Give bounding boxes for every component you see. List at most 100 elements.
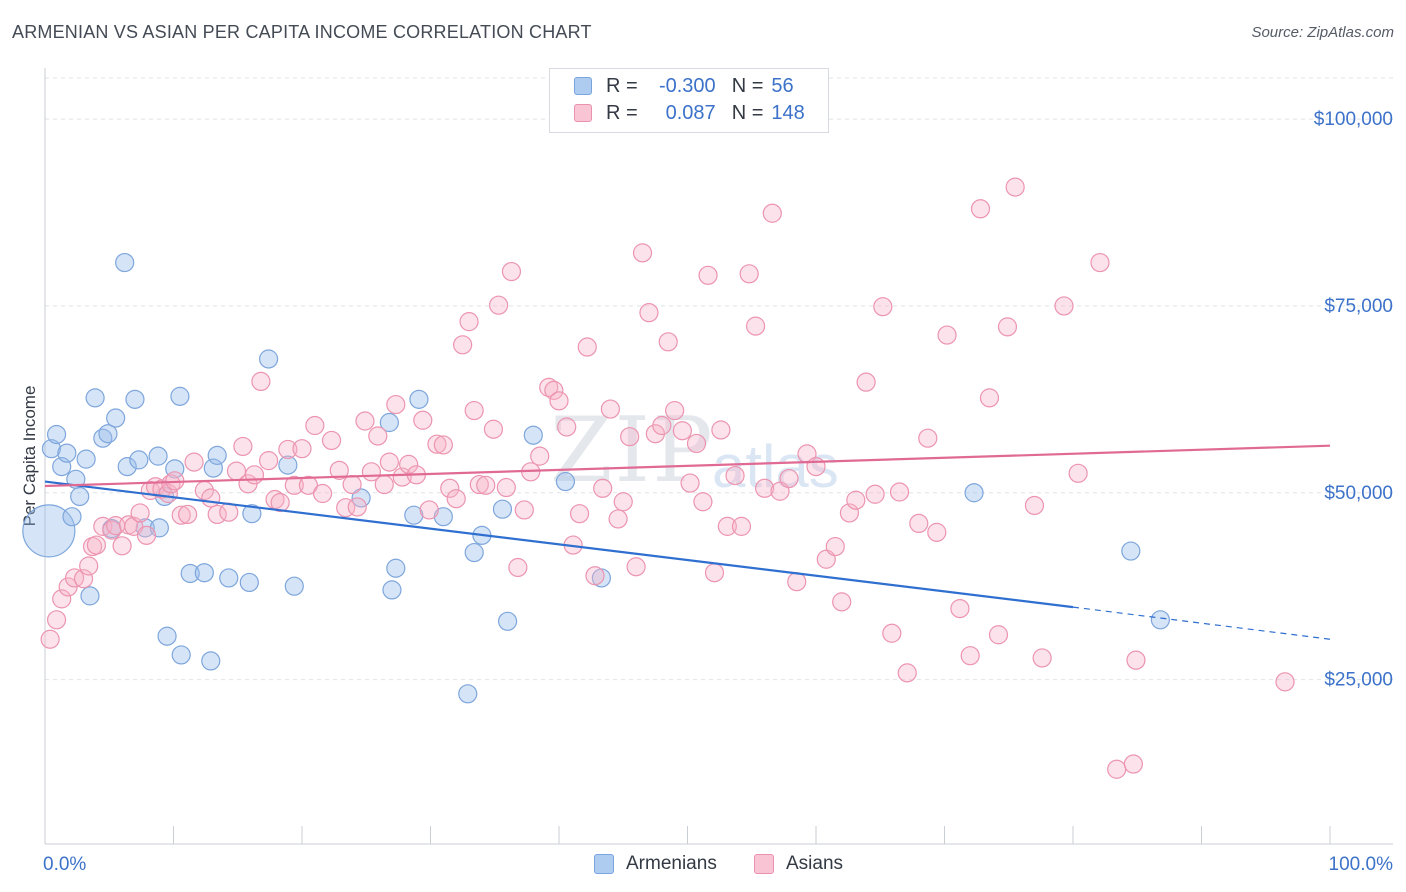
armenian-point [464,542,484,563]
asian-point [355,411,375,431]
asian-point [658,332,678,352]
asian-point [219,502,239,522]
armenian-point [379,412,399,433]
asian-point [698,265,718,285]
asian-point [725,465,745,486]
asian-point [233,436,253,457]
asian-point [873,297,893,317]
armenian-point [555,471,576,492]
asian-point [368,426,388,446]
legend-row-asians: R = 0.087 N = 148 [574,101,815,125]
armenian-point [219,568,239,588]
asian-point [632,243,653,263]
armenian-point [458,684,478,704]
y-tick-label: $25,000 [1324,670,1393,691]
asian-point [1107,759,1127,779]
asian-point [284,475,304,495]
asian-point [665,400,685,421]
asian-point [717,516,737,536]
bottom-legend-asians[interactable]: Asians [754,851,843,877]
asian-point [686,433,707,454]
asian-point [508,557,528,578]
armenian-point [22,504,76,558]
asian-point [251,371,271,392]
asian-point [937,325,957,345]
asian-point [1024,495,1045,516]
legend-r-label: R = [606,101,638,124]
asian-point [569,504,590,524]
asian-point [825,536,845,557]
asian-point [1090,252,1110,273]
asian-point [386,394,406,415]
asian-point [379,452,399,472]
armenian-point [492,499,513,519]
asian-point [779,468,799,489]
asian-point [207,504,227,525]
asian-point [997,317,1018,337]
armenian-point [57,443,77,463]
asian-point [201,488,221,508]
armenian-point [284,576,304,596]
armenian-point [129,450,149,470]
asian-point [585,566,605,586]
armenian-point [523,425,543,445]
asian-point [739,264,759,284]
asian-point [298,475,319,495]
asian-point [577,337,597,357]
armenian-point [207,445,227,465]
asian-point [270,492,290,513]
asian-point [865,484,885,504]
asian-point [832,592,852,612]
asian-point [711,420,731,440]
armenian-point [409,389,429,409]
trend-line-asians [44,444,1331,488]
x-tick-label: 0.0% [43,854,86,875]
asian-point [73,569,94,589]
asian-point [889,482,910,502]
legend-r-value: -0.300 [658,74,716,97]
asian-point [440,478,460,498]
asian-point [1123,754,1143,774]
asian-point [136,525,157,545]
bottom-legend-armenians[interactable]: Armenians [594,851,717,877]
asian-point [342,474,362,495]
armenian-point [62,507,82,527]
armenian-point [117,457,137,477]
asian-point [184,452,204,472]
asian-point [1005,177,1025,197]
asian-point [970,199,991,219]
asian-point [909,513,929,534]
armenian-point [386,558,406,578]
armenian-point [404,505,424,525]
asian-point [927,522,947,542]
armenian-point [46,424,67,445]
asian-point [399,454,419,474]
asian-point [130,503,150,523]
asian-point [639,303,659,323]
asian-point [46,610,67,630]
armenian-point [203,458,223,478]
asian-point [754,478,775,498]
asian-point [244,465,265,485]
legend-r-value: 0.087 [665,101,716,124]
asian-point [178,504,198,525]
asian-point [613,492,633,512]
asian-point [265,489,285,510]
asian-point [305,415,325,436]
armenian-point [242,504,262,524]
armenian-point [278,455,298,475]
trend-line-armenians [44,480,1074,609]
legend-swatch-armenians [574,77,592,95]
asian-point [1054,296,1074,316]
asian-point [1068,463,1088,483]
bottom-legend-label-armenians: Armenians [626,853,717,874]
asian-point [464,400,484,421]
asian-point [258,451,279,471]
x-tick-label: 100.0% [1329,854,1394,875]
armenian-point [148,446,168,466]
asian-point [979,388,1000,408]
asian-point [459,312,479,332]
asian-point [501,261,522,282]
asian-point [347,497,367,517]
